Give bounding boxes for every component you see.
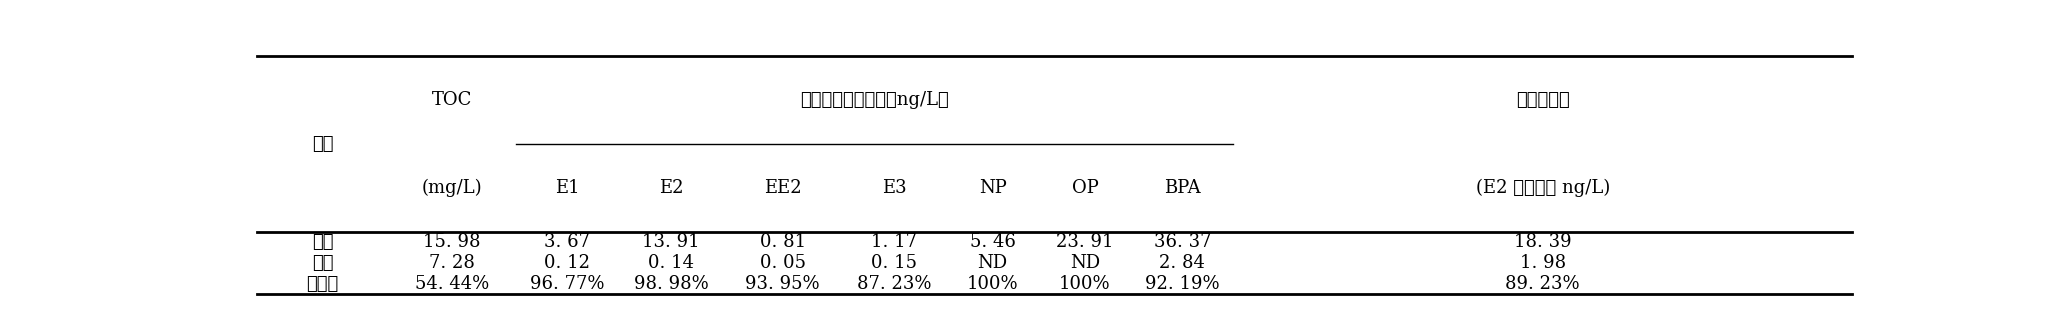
Text: 1. 17: 1. 17 xyxy=(871,233,918,251)
Text: 13. 91: 13. 91 xyxy=(642,233,700,251)
Text: 36. 37: 36. 37 xyxy=(1155,233,1210,251)
Text: NP: NP xyxy=(980,179,1006,197)
Text: 1. 98: 1. 98 xyxy=(1519,254,1566,272)
Text: 进水: 进水 xyxy=(313,233,333,251)
Text: 0. 14: 0. 14 xyxy=(648,254,694,272)
Text: 18. 39: 18. 39 xyxy=(1515,233,1572,251)
Text: 7. 28: 7. 28 xyxy=(428,254,475,272)
Text: EE2: EE2 xyxy=(764,179,803,197)
Text: BPA: BPA xyxy=(1165,179,1200,197)
Text: 23. 91: 23. 91 xyxy=(1056,233,1113,251)
Text: (mg/L): (mg/L) xyxy=(422,179,482,197)
Text: 去除率: 去除率 xyxy=(307,275,340,293)
Text: 2. 84: 2. 84 xyxy=(1159,254,1206,272)
Text: 5. 46: 5. 46 xyxy=(969,233,1015,251)
Text: 0. 15: 0. 15 xyxy=(871,254,918,272)
Text: 15. 98: 15. 98 xyxy=(424,233,482,251)
Text: 92. 19%: 92. 19% xyxy=(1144,275,1220,293)
Text: 87. 23%: 87. 23% xyxy=(858,275,932,293)
Text: E3: E3 xyxy=(883,179,908,197)
Text: 100%: 100% xyxy=(1060,275,1111,293)
Text: 内分泌干扰物浓度（ng/L）: 内分泌干扰物浓度（ng/L） xyxy=(801,91,949,109)
Text: E2: E2 xyxy=(659,179,683,197)
Text: 100%: 100% xyxy=(967,275,1019,293)
Text: 98. 98%: 98. 98% xyxy=(634,275,708,293)
Text: TOC: TOC xyxy=(432,91,471,109)
Text: (E2 当量浓度 ng/L): (E2 当量浓度 ng/L) xyxy=(1476,179,1609,197)
Text: 96. 77%: 96. 77% xyxy=(531,275,605,293)
Text: ND: ND xyxy=(1070,254,1101,272)
Text: OP: OP xyxy=(1072,179,1099,197)
Text: 93. 95%: 93. 95% xyxy=(745,275,819,293)
Text: 雌激素活性: 雌激素活性 xyxy=(1517,91,1570,109)
Text: 54. 44%: 54. 44% xyxy=(416,275,490,293)
Text: E1: E1 xyxy=(556,179,580,197)
Text: 0. 05: 0. 05 xyxy=(759,254,807,272)
Text: ND: ND xyxy=(978,254,1008,272)
Text: 出水: 出水 xyxy=(313,254,333,272)
Text: 0. 81: 0. 81 xyxy=(759,233,807,251)
Text: 0. 12: 0. 12 xyxy=(545,254,591,272)
Text: 89. 23%: 89. 23% xyxy=(1506,275,1581,293)
Text: 3. 67: 3. 67 xyxy=(545,233,591,251)
Text: 指标: 指标 xyxy=(313,135,333,153)
